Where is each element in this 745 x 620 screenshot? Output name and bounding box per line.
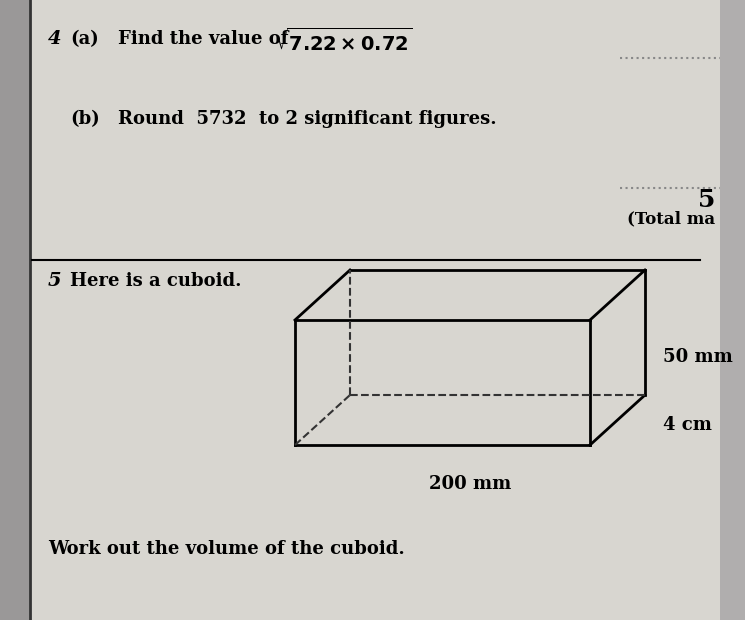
Text: 200 mm: 200 mm: [429, 475, 511, 493]
Text: (a): (a): [70, 30, 99, 48]
Text: Round  5732  to 2 significant figures.: Round 5732 to 2 significant figures.: [118, 110, 497, 128]
Text: 5: 5: [697, 188, 715, 212]
Text: $\mathbf{\sqrt{7.22 \times 0.72}}$: $\mathbf{\sqrt{7.22 \times 0.72}}$: [275, 28, 413, 55]
FancyBboxPatch shape: [0, 0, 30, 620]
Text: 5: 5: [48, 272, 62, 290]
Text: (Total ma: (Total ma: [627, 210, 715, 227]
Text: 4: 4: [48, 30, 62, 48]
Text: Work out the volume of the cuboid.: Work out the volume of the cuboid.: [48, 540, 405, 558]
Text: (b): (b): [70, 110, 100, 128]
Text: 50 mm: 50 mm: [663, 348, 733, 366]
Text: Here is a cuboid.: Here is a cuboid.: [70, 272, 241, 290]
Text: Find the value of: Find the value of: [118, 30, 288, 48]
FancyBboxPatch shape: [30, 0, 720, 620]
Text: 4 cm: 4 cm: [663, 416, 712, 434]
